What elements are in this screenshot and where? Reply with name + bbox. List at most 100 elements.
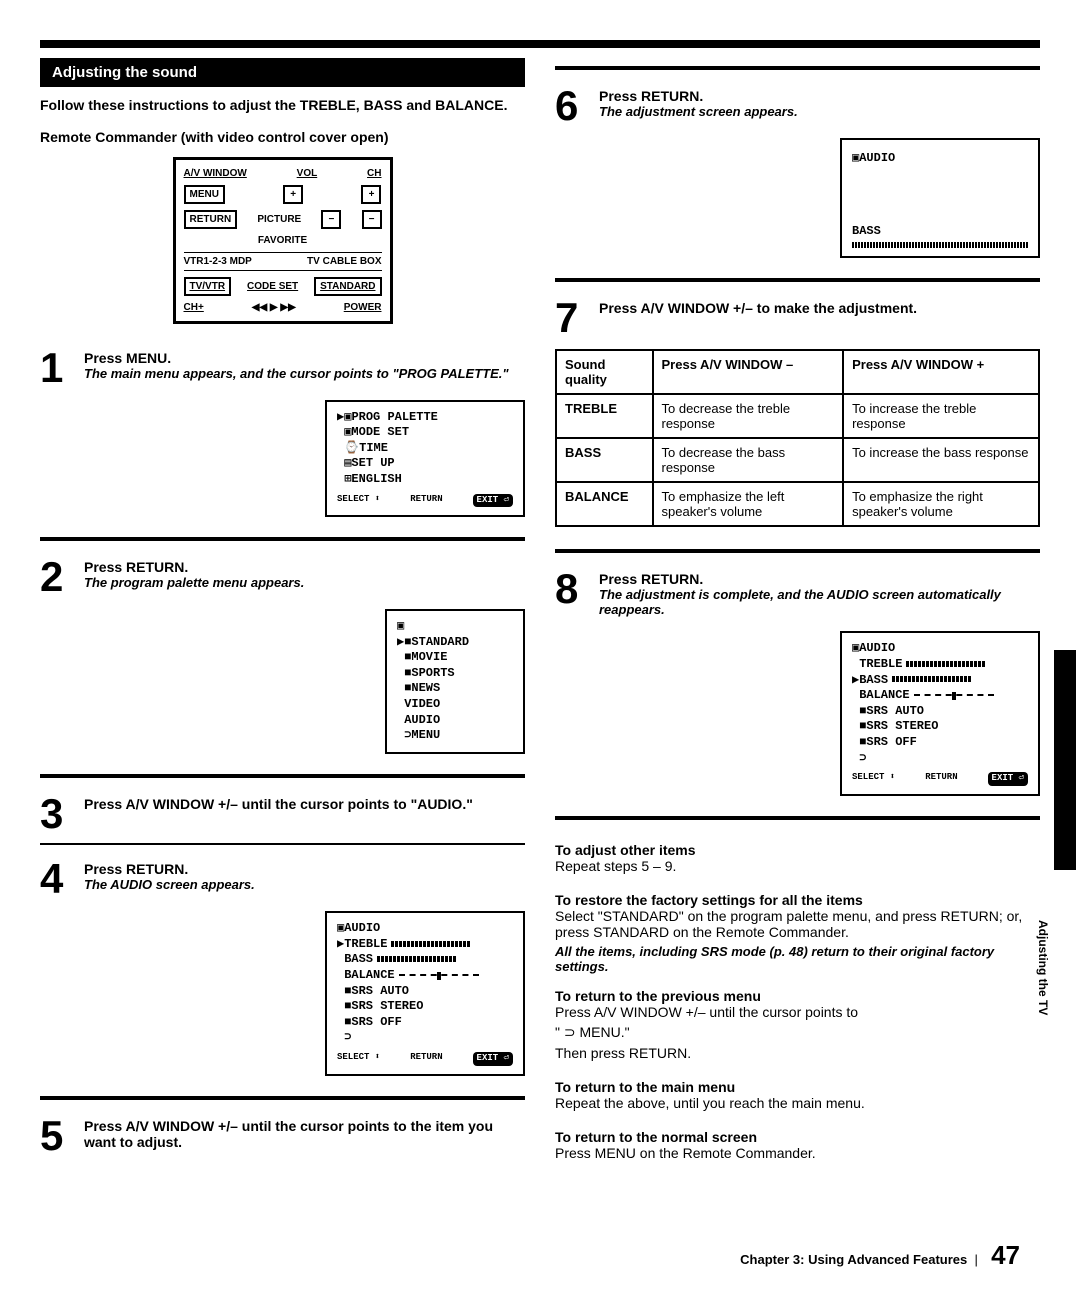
- remote-figure: A/V WINDOW VOL CH MENU + + RETURN PICTUR…: [173, 157, 393, 324]
- step-8-num: 8: [555, 571, 591, 607]
- step-8-sub: The adjustment is complete, and the AUDI…: [599, 587, 1040, 617]
- cell: To increase the treble response: [843, 394, 1039, 438]
- step-4: 4 Press RETURN. The AUDIO screen appears…: [40, 861, 525, 897]
- remote-vol: VOL: [297, 168, 318, 179]
- remote-label: Remote Commander (with video control cov…: [40, 129, 525, 145]
- osd-bass-label: BASS: [852, 224, 881, 238]
- osd-main-menu: ▶▣PROG PALETTE ▣MODE SET ⌚TIME ▤SET UP ⊞…: [325, 400, 525, 518]
- table-row: BASS To decrease the bass response To in…: [556, 438, 1039, 482]
- osd-line: ■SRS STEREO: [337, 999, 513, 1015]
- remote-volplus: +: [283, 185, 303, 204]
- right-column: 6 Press RETURN. The adjustment screen ap…: [555, 58, 1040, 1165]
- osd-return: RETURN: [410, 1052, 442, 1066]
- step-2-sub: The program palette menu appears.: [84, 575, 525, 590]
- osd-select: SELECT ⬍: [852, 772, 895, 786]
- adjustment-table: Sound quality Press A/V WINDOW – Press A…: [555, 349, 1040, 527]
- osd-bass-title: ▣AUDIO: [852, 150, 895, 165]
- cell: BALANCE: [556, 482, 653, 526]
- remote-tvcable: TV CABLE BOX: [307, 256, 381, 267]
- osd-line: TREBLE: [852, 657, 1028, 673]
- section-header: Adjusting the sound: [40, 58, 525, 87]
- osd-exit: EXIT ⏎: [473, 1052, 513, 1066]
- osd-line: BASS: [337, 952, 513, 968]
- remote-chminus: −: [362, 210, 382, 229]
- note-prev-b2: " ⊃ MENU.": [555, 1024, 1040, 1041]
- remote-volminus: −: [321, 210, 341, 229]
- note-normal-h: To return to the normal screen: [555, 1129, 1040, 1145]
- cell: To decrease the treble response: [653, 394, 844, 438]
- remote-tvvtr: TV/VTR: [184, 277, 232, 296]
- step-5-num: 5: [40, 1118, 76, 1154]
- osd-audio: ▣AUDIO ▶TREBLE BASS BALANCE ■SRS AUTO ■S…: [325, 911, 525, 1075]
- osd-bass-adjust: ▣AUDIO BASS: [840, 138, 1040, 258]
- osd-line: ▣AUDIO: [852, 641, 1028, 657]
- osd-line: ■SRS OFF: [337, 1015, 513, 1031]
- osd-select: SELECT ⬍: [337, 1052, 380, 1066]
- cell: To emphasize the left speaker's volume: [653, 482, 844, 526]
- side-label: Adjusting the TV: [1036, 920, 1050, 1015]
- th-quality: Sound quality: [556, 350, 653, 394]
- note-adjust-other-h: To adjust other items: [555, 842, 1040, 858]
- osd-line: ⊃: [852, 751, 1028, 767]
- remote-vtr: VTR1-2-3 MDP: [184, 256, 252, 267]
- osd-line: ▶TREBLE: [337, 937, 513, 953]
- table-row: BALANCE To emphasize the left speaker's …: [556, 482, 1039, 526]
- osd-line: ▣MODE SET: [337, 425, 513, 441]
- osd-line: ▤SET UP: [337, 456, 513, 472]
- remote-favorite: FAVORITE: [184, 235, 382, 246]
- step-4-main: Press RETURN.: [84, 861, 525, 877]
- note-main-h: To return to the main menu: [555, 1079, 1040, 1095]
- remote-return: RETURN: [184, 210, 238, 229]
- note-normal-b: Press MENU on the Remote Commander.: [555, 1145, 1040, 1161]
- osd-line: BALANCE: [852, 688, 1028, 704]
- step-6: 6 Press RETURN. The adjustment screen ap…: [555, 88, 1040, 124]
- cell: To decrease the bass response: [653, 438, 844, 482]
- osd-line: ▶BASS: [852, 673, 1028, 689]
- osd-audio-2: ▣AUDIO TREBLE ▶BASS BALANCE ■SRS AUTO ■S…: [840, 631, 1040, 795]
- side-tab: [1054, 650, 1076, 870]
- step-8: 8 Press RETURN. The adjustment is comple…: [555, 571, 1040, 617]
- osd-line: AUDIO: [397, 713, 513, 729]
- cell: To emphasize the right speaker's volume: [843, 482, 1039, 526]
- osd-line: ■SRS AUTO: [337, 984, 513, 1000]
- step-5: 5 Press A/V WINDOW +/– until the cursor …: [40, 1118, 525, 1154]
- osd-line: ⌚TIME: [337, 441, 513, 457]
- osd-line: ⊞ENGLISH: [337, 472, 513, 488]
- osd-line: ■NEWS: [397, 681, 513, 697]
- osd-exit: EXIT ⏎: [988, 772, 1028, 786]
- left-column: Adjusting the sound Follow these instruc…: [40, 58, 525, 1165]
- osd-select: SELECT ⬍: [337, 494, 380, 508]
- th-plus: Press A/V WINDOW +: [843, 350, 1039, 394]
- note-restore-i: All the items, including SRS mode (p. 48…: [555, 944, 1040, 974]
- remote-ch: CH: [367, 168, 381, 179]
- step-3: 3 Press A/V WINDOW +/– until the cursor …: [40, 796, 525, 832]
- osd-line: ■MOVIE: [397, 650, 513, 666]
- step-3-main: Press A/V WINDOW +/– until the cursor po…: [84, 796, 525, 812]
- osd-line: ▣: [397, 619, 513, 635]
- step-2-num: 2: [40, 559, 76, 595]
- step-6-num: 6: [555, 88, 591, 124]
- osd-line: ⊃MENU: [397, 728, 513, 744]
- osd-exit: EXIT ⏎: [473, 494, 513, 508]
- osd-line: VIDEO: [397, 697, 513, 713]
- step-8-main: Press RETURN.: [599, 571, 1040, 587]
- remote-chplus: +: [361, 185, 381, 204]
- note-prev-b3: Then press RETURN.: [555, 1045, 1040, 1061]
- osd-line: ■SRS STEREO: [852, 719, 1028, 735]
- note-restore-h: To restore the factory settings for all …: [555, 892, 1040, 908]
- step-7-num: 7: [555, 300, 591, 336]
- main-columns: Adjusting the sound Follow these instruc…: [40, 58, 1040, 1165]
- step-1-main: Press MENU.: [84, 350, 525, 366]
- remote-chplus2: CH+: [184, 302, 204, 313]
- remote-picture: PICTURE: [257, 214, 301, 225]
- osd-line: ■SRS AUTO: [852, 704, 1028, 720]
- cell: BASS: [556, 438, 653, 482]
- step-4-sub: The AUDIO screen appears.: [84, 877, 525, 892]
- osd-line: ■SPORTS: [397, 666, 513, 682]
- page-number: 47: [991, 1240, 1020, 1270]
- step-3-num: 3: [40, 796, 76, 832]
- note-restore-b: Select "STANDARD" on the program palette…: [555, 908, 1040, 940]
- top-rule: [40, 40, 1040, 48]
- note-main-b: Repeat the above, until you reach the ma…: [555, 1095, 1040, 1111]
- osd-line: ▶■STANDARD: [397, 635, 513, 651]
